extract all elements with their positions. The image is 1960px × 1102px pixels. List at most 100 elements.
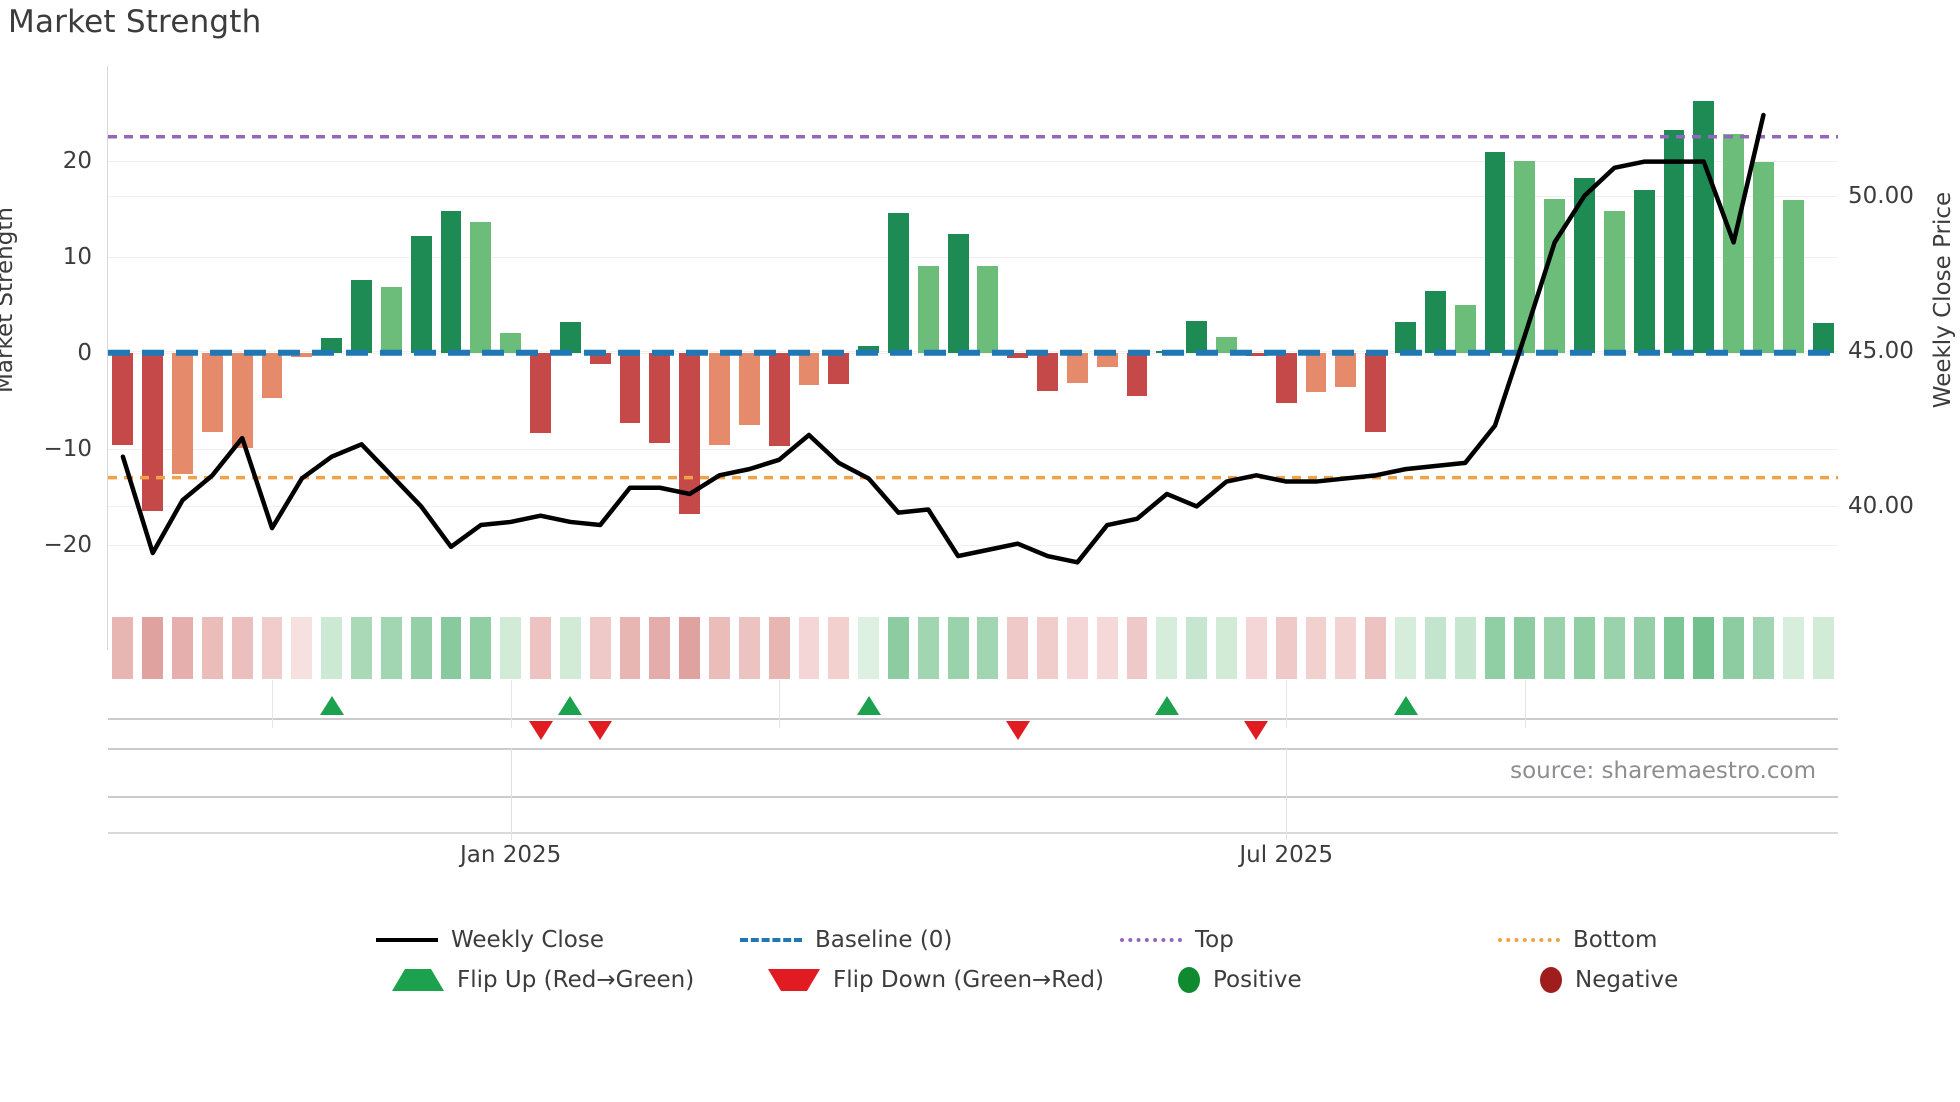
heatmap-cell: [351, 617, 372, 679]
heatmap-cell: [1752, 617, 1774, 679]
heatmap-cell: [410, 617, 432, 679]
market-strength-bar: [1007, 352, 1029, 358]
heatmap-cell: [738, 617, 760, 679]
y2-axis-title: Weekly Close Price: [1930, 191, 1956, 409]
market-strength-bar: [201, 352, 223, 432]
market-strength-bar: [947, 233, 969, 353]
gridline-right: [108, 506, 1838, 508]
main-plot-area: [108, 84, 1838, 612]
market-strength-bar: [977, 266, 999, 353]
market-strength-bar: [351, 279, 372, 353]
legend-item[interactable]: Baseline (0): [740, 920, 952, 960]
market-strength-bar: [500, 332, 522, 353]
market-strength-bar: [1037, 352, 1058, 392]
market-strength-bar: [559, 322, 581, 353]
y2-axis-tick-label: 45.00: [1848, 338, 1914, 365]
legend-item[interactable]: Positive: [1178, 960, 1302, 1000]
market-strength-bar: [1514, 160, 1536, 353]
heatmap-cell: [1693, 617, 1715, 679]
market-strength-bar: [1633, 189, 1655, 353]
legend-item[interactable]: Negative: [1540, 960, 1678, 1000]
heatmap-cell: [1216, 617, 1237, 679]
dotted-line-icon: [1498, 929, 1560, 951]
heatmap-cell: [1395, 617, 1416, 679]
triangle-up-icon: [392, 969, 444, 991]
heatmap-cell: [112, 617, 134, 679]
legend-item[interactable]: Flip Down (Green→Red): [768, 960, 1104, 1000]
market-strength-bar: [470, 222, 492, 353]
market-strength-bar: [1275, 352, 1297, 403]
market-strength-bar: [142, 352, 164, 512]
gridline: [108, 448, 1838, 450]
heatmap-cell: [291, 617, 313, 679]
market-strength-bar: [798, 352, 820, 386]
market-strength-bar: [321, 338, 343, 353]
flip-up-marker-icon: [1393, 696, 1418, 715]
legend-item-label: Baseline (0): [815, 927, 953, 953]
market-strength-bar: [709, 352, 730, 445]
market-strength-bar: [1484, 152, 1506, 353]
market-strength-bar: [917, 266, 939, 353]
circle-marker-icon: [1178, 967, 1200, 993]
heatmap-cell: [917, 617, 939, 679]
gridline: [108, 256, 1838, 258]
flip-up-marker-icon: [319, 696, 344, 715]
flip-down-marker-icon: [1005, 721, 1030, 740]
lower-axis-line: [108, 796, 1838, 798]
flip-row-vgrid: [1286, 680, 1288, 728]
market-strength-bar: [1305, 352, 1327, 393]
heatmap-cell: [768, 617, 790, 679]
gridline: [108, 160, 1838, 162]
source-note: source: sharemaestro.com: [1510, 758, 1816, 784]
heatmap-cell: [798, 617, 820, 679]
heatmap-cell: [679, 617, 701, 679]
y-axis-tick-label: 0: [77, 339, 92, 366]
heatmap-cell: [500, 617, 522, 679]
heatmap-cell: [201, 617, 223, 679]
y-axis-tick-label: −10: [43, 435, 92, 462]
heatmap-cell: [1126, 617, 1148, 679]
market-strength-bar: [1424, 291, 1446, 353]
heatmap-cell: [321, 617, 343, 679]
heatmap-cell: [1007, 617, 1029, 679]
flip-row-axis: [108, 718, 1838, 720]
market-strength-bar: [1245, 352, 1267, 356]
heatmap-cell: [1275, 617, 1297, 679]
legend-item[interactable]: Top: [1120, 920, 1234, 960]
market-strength-bar: [768, 352, 790, 446]
heatmap-cell: [828, 617, 850, 679]
legend-item-label: Negative: [1575, 967, 1679, 993]
heatmap-cell: [1245, 617, 1267, 679]
strength-heatmap-strip: [108, 612, 1838, 684]
heatmap-cell: [440, 617, 462, 679]
heatmap-cell: [1454, 617, 1476, 679]
y-axis-tick-label: −20: [43, 531, 92, 558]
dotted-line-icon: [1120, 929, 1182, 951]
heatmap-cell: [649, 617, 671, 679]
lower-axis-line: [108, 748, 1838, 750]
legend-item-label: Top: [1195, 927, 1234, 953]
legend-item[interactable]: Bottom: [1498, 920, 1657, 960]
legend-item[interactable]: Flip Up (Red→Green): [392, 960, 694, 1000]
heatmap-cell: [619, 617, 641, 679]
market-strength-bar: [649, 352, 671, 444]
heatmap-cell: [1096, 617, 1118, 679]
heatmap-cell: [1037, 617, 1058, 679]
gridline: [108, 544, 1838, 546]
market-strength-bar: [1395, 322, 1416, 353]
weekly-close-line: [120, 112, 1766, 565]
y-axis-spine: [107, 66, 108, 650]
solid-line-icon: [376, 929, 438, 951]
heatmap-cell: [1186, 617, 1208, 679]
legend-item-label: Bottom: [1573, 927, 1658, 953]
y-axis-tick-label: 20: [62, 147, 92, 174]
y2-axis-tick-label: 40.00: [1848, 493, 1914, 520]
flip-down-marker-icon: [588, 721, 613, 740]
heatmap-cell: [1514, 617, 1536, 679]
market-strength-bar: [679, 352, 701, 515]
market-strength-bar: [231, 352, 253, 448]
market-strength-bar: [1782, 200, 1804, 353]
legend-item[interactable]: Weekly Close: [376, 920, 604, 960]
heatmap-cell: [858, 617, 880, 679]
market-strength-bar: [1186, 321, 1208, 353]
